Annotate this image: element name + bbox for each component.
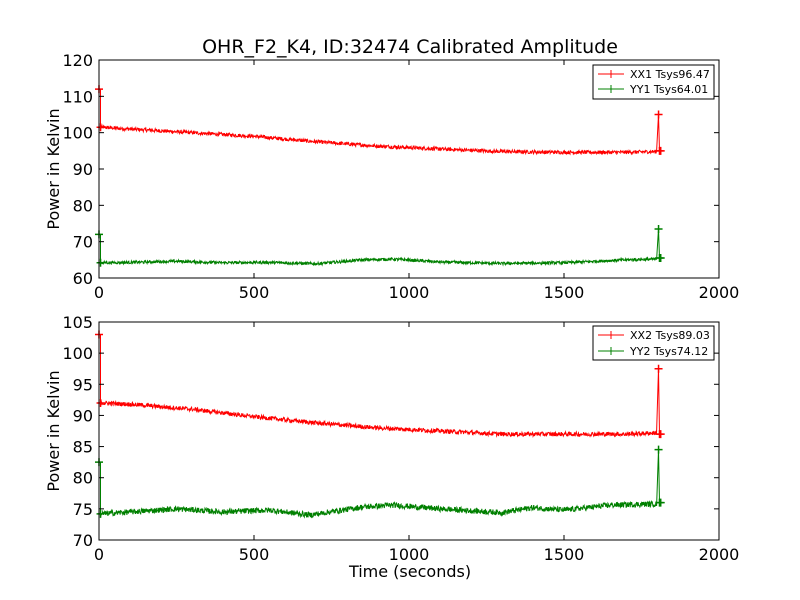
- top-legend-xx1-label: XX1 Tsys96.47: [630, 68, 710, 81]
- bottom-legend: XX2 Tsys89.03 YY2 Tsys74.12: [592, 325, 715, 361]
- top-x-tick-label: 1500: [544, 283, 585, 302]
- bottom-series-group: [95, 330, 665, 519]
- top-y-tick-label: 70: [73, 233, 93, 252]
- bottom-series-marker-1: [96, 509, 105, 518]
- top-x-tick-label: 2000: [699, 283, 740, 302]
- top-y-ticks: 60 70 80 90 100 110 120: [62, 51, 719, 288]
- bottom-legend-yy2-label: YY2 Tsys74.12: [629, 345, 708, 358]
- top-series-marker-0: [656, 146, 665, 155]
- bottom-y-tick-label: 100: [62, 344, 93, 363]
- bottom-x-tick-label: 500: [239, 545, 270, 564]
- x-axis-label: Time (seconds): [348, 562, 471, 581]
- top-y-tick-label: 100: [62, 124, 93, 143]
- top-y-tick-label: 110: [62, 87, 93, 106]
- top-legend: XX1 Tsys96.47 YY1 Tsys64.01: [592, 64, 715, 100]
- bottom-y-tick-label: 70: [73, 531, 93, 550]
- top-series-marker-1: [96, 258, 105, 267]
- top-series-marker-1: [654, 224, 663, 233]
- bottom-y-tick-label: 85: [73, 438, 93, 457]
- bottom-series-marker-0: [96, 398, 105, 407]
- bottom-series-line-0: [99, 334, 661, 438]
- bottom-y-tick-label: 75: [73, 500, 93, 519]
- chart-title: OHR_F2_K4, ID:32474 Calibrated Amplitude: [202, 36, 618, 58]
- bottom-x-tick-label: 1500: [544, 545, 585, 564]
- bottom-y-ticks: 70 75 80 85 90 95 100 105: [62, 313, 719, 550]
- top-series-marker-0: [654, 110, 663, 119]
- top-y-tick-label: 120: [62, 51, 93, 70]
- bottom-y-tick-label: 105: [62, 313, 93, 332]
- top-subplot: 0 500 1000 1500 2000 60 70 80 90 100 110 120 Power…: [44, 51, 739, 302]
- bottom-x-tick-label: 0: [94, 545, 104, 564]
- bottom-legend-xx2-label: XX2 Tsys89.03: [630, 329, 710, 342]
- bottom-y-axis-label: Power in Kelvin: [44, 370, 63, 491]
- top-y-axis-label: Power in Kelvin: [44, 108, 63, 229]
- bottom-series-line-1: [99, 449, 661, 519]
- bottom-legend-box: [592, 325, 715, 361]
- bottom-series-marker-0: [654, 364, 663, 373]
- top-x-tick-label: 500: [239, 283, 270, 302]
- bottom-x-ticks: 0 500 1000 1500 2000: [94, 322, 739, 564]
- top-y-tick-label: 80: [73, 196, 93, 215]
- bottom-x-tick-label: 2000: [699, 545, 740, 564]
- bottom-subplot: 0 500 1000 1500 2000 70 75 80 85 90 95 100 105 Powe…: [44, 313, 739, 581]
- bottom-series-marker-1: [656, 498, 665, 507]
- top-y-tick-label: 60: [73, 269, 93, 288]
- top-series-marker-1: [656, 254, 665, 263]
- top-series-marker-0: [96, 123, 105, 132]
- bottom-series-marker-1: [654, 445, 663, 454]
- top-y-tick-label: 90: [73, 160, 93, 179]
- bottom-series-marker-0: [656, 430, 665, 439]
- top-series-line-1: [99, 228, 661, 267]
- bottom-y-tick-label: 95: [73, 375, 93, 394]
- top-x-ticks: 0 500 1000 1500 2000: [94, 60, 739, 302]
- top-x-tick-label: 1000: [389, 283, 430, 302]
- top-x-tick-label: 0: [94, 283, 104, 302]
- bottom-y-tick-label: 90: [73, 406, 93, 425]
- top-legend-yy1-label: YY1 Tsys64.01: [629, 83, 708, 96]
- bottom-x-tick-label: 1000: [389, 545, 430, 564]
- bottom-y-tick-label: 80: [73, 469, 93, 488]
- top-series-line-0: [99, 88, 661, 156]
- top-legend-box: [592, 64, 715, 100]
